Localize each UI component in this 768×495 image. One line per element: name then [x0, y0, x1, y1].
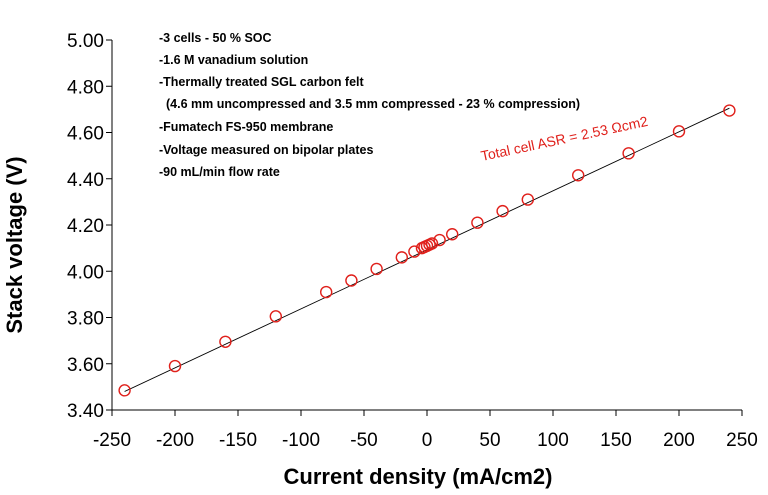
x-tick-label: 100: [537, 430, 569, 451]
x-tick-labels: -250 -200 -150 -100 -50 0 50 100 150 200 250: [93, 430, 758, 451]
data-point: [496, 204, 509, 218]
data-point: [572, 169, 585, 182]
y-tick-label: 3.60: [67, 355, 104, 376]
data-point: [471, 216, 484, 229]
note-compression: (4.6 mm uncompressed and 3.5 mm compress…: [166, 97, 580, 111]
x-axis-title: Current density (mA/cm2): [284, 464, 553, 489]
y-tick-label: 3.40: [67, 401, 104, 422]
x-tick-label: 50: [479, 430, 500, 451]
data-point: [370, 262, 383, 276]
data-point: [723, 104, 736, 117]
data-point: [219, 335, 232, 348]
y-tick-label: 4.60: [67, 124, 104, 145]
note-flow-rate: -90 mL/min flow rate: [159, 165, 280, 179]
x-tick-label: 150: [600, 430, 632, 451]
data-point: [345, 274, 358, 287]
data-point: [622, 147, 635, 160]
y-tick-label: 5.00: [67, 31, 104, 52]
data-point: [408, 245, 421, 258]
x-tick-label: 250: [726, 430, 758, 451]
note-voltage-measurement: -Voltage measured on bipolar plates: [159, 143, 373, 157]
data-point: [269, 310, 282, 323]
y-tick-label: 4.80: [67, 77, 104, 98]
y-tick-label: 4.20: [67, 216, 104, 237]
data-point: [395, 251, 408, 264]
data-point: [672, 125, 686, 138]
x-tick-label: 0: [422, 430, 433, 451]
annotation-block: -3 cells - 50 % SOC -1.6 M vanadium solu…: [159, 31, 580, 179]
note-cells-soc: -3 cells - 50 % SOC: [159, 31, 272, 45]
y-tick-labels: 3.40 3.60 3.80 4.00 4.20 4.40 4.60 4.80 5.00: [67, 31, 104, 422]
data-points: [118, 104, 736, 397]
data-point: [521, 193, 534, 206]
x-tick-label: 200: [663, 430, 695, 451]
data-point: [425, 237, 439, 250]
data-point: [118, 384, 131, 397]
x-tick-label: -150: [219, 430, 257, 451]
x-tick-label: -200: [156, 430, 194, 451]
y-tick-label: 4.40: [67, 170, 104, 191]
data-point: [446, 228, 459, 241]
y-tick-label: 4.00: [67, 262, 104, 283]
data-point: [433, 233, 446, 247]
x-tick-label: -250: [93, 430, 131, 451]
axes: [106, 39, 743, 416]
y-tick-label: 3.80: [67, 309, 104, 330]
data-point: [320, 285, 333, 299]
x-tick-label: -100: [282, 430, 320, 451]
data-point: [168, 359, 182, 373]
x-tick-label: -50: [350, 430, 377, 451]
y-axis-title: Stack voltage (V): [2, 156, 27, 333]
note-membrane: -Fumatech FS-950 membrane: [159, 120, 333, 134]
note-vanadium-solution: -1.6 M vanadium solution: [159, 53, 308, 67]
note-carbon-felt: -Thermally treated SGL carbon felt: [159, 75, 365, 89]
